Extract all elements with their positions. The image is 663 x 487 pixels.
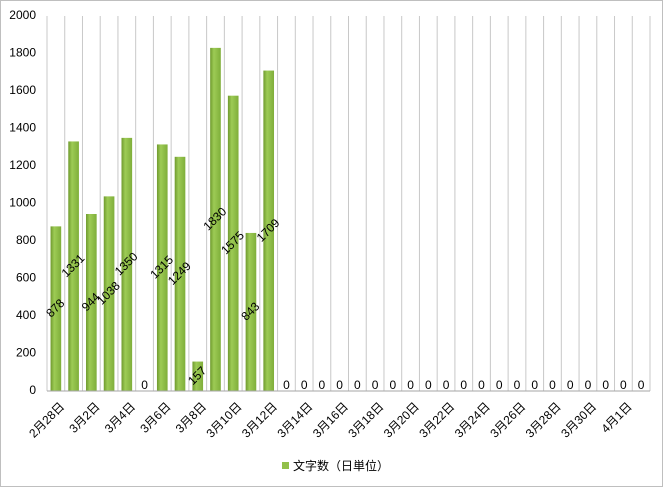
legend-swatch bbox=[282, 461, 289, 469]
x-tick-label: 3月12日 bbox=[239, 399, 280, 440]
x-tick-labels: 2月28日 3月2日 3月4日 3月6日 3月8日3月10日3月12日3月14日3月16… bbox=[26, 399, 635, 440]
data-label: 0 bbox=[602, 378, 609, 392]
y-tick-label: 1000 bbox=[9, 196, 36, 210]
data-label: 0 bbox=[478, 378, 485, 392]
data-label: 0 bbox=[460, 378, 467, 392]
x-tick-label: 3月6日 bbox=[137, 399, 173, 435]
y-tick-label: 600 bbox=[16, 271, 36, 285]
data-label: 0 bbox=[496, 378, 503, 392]
data-label: 0 bbox=[336, 378, 343, 392]
data-label: 0 bbox=[319, 378, 326, 392]
y-tick-label: 1800 bbox=[9, 46, 36, 60]
data-label: 0 bbox=[620, 378, 627, 392]
vertical-gridlines bbox=[46, 16, 651, 391]
data-label: 0 bbox=[301, 378, 308, 392]
bar bbox=[174, 156, 186, 391]
x-tick-label: 3月24日 bbox=[452, 399, 493, 440]
y-tick-label: 2000 bbox=[9, 8, 36, 22]
data-label: 0 bbox=[443, 378, 450, 392]
y-tick-label: 800 bbox=[16, 233, 36, 247]
bar bbox=[68, 141, 79, 391]
y-tick-label: 400 bbox=[16, 308, 36, 322]
data-labels: 8781331944103813500131512491571830157584… bbox=[43, 204, 645, 392]
data-label: 0 bbox=[389, 378, 396, 392]
x-tick-label: 3月28日 bbox=[523, 399, 564, 440]
data-label: 0 bbox=[531, 378, 538, 392]
data-label: 0 bbox=[549, 378, 556, 392]
x-tick-label: 3月18日 bbox=[345, 399, 386, 440]
y-tick-label: 1200 bbox=[9, 158, 36, 172]
bars bbox=[50, 47, 275, 391]
data-label: 0 bbox=[372, 378, 379, 392]
data-label: 0 bbox=[141, 378, 148, 392]
x-tick-label: 3月26日 bbox=[487, 399, 528, 440]
bar bbox=[121, 137, 133, 391]
y-tick-labels: 0 200 400 600 800 1000 1200 1400 1600 1800 2000 bbox=[9, 8, 36, 397]
bar bbox=[50, 226, 62, 391]
x-tick-label: 3月10日 bbox=[204, 399, 245, 440]
x-tick-label: 3月20日 bbox=[381, 399, 422, 440]
x-tick-label: 3月22日 bbox=[416, 399, 457, 440]
data-label: 0 bbox=[567, 378, 574, 392]
y-tick-label: 1600 bbox=[9, 83, 36, 97]
bar bbox=[192, 361, 204, 391]
data-label: 0 bbox=[425, 378, 432, 392]
data-label: 0 bbox=[585, 378, 592, 392]
legend: 文字数（日単位） bbox=[282, 457, 389, 473]
x-tick-label: 3月16日 bbox=[310, 399, 351, 440]
bar bbox=[245, 232, 257, 391]
y-tick-label: 200 bbox=[16, 346, 36, 360]
x-tick-label: 3月2日 bbox=[66, 399, 102, 435]
bar bbox=[263, 70, 275, 391]
data-label: 0 bbox=[407, 378, 414, 392]
data-label: 0 bbox=[638, 378, 645, 392]
data-label: 0 bbox=[283, 378, 290, 392]
data-label: 0 bbox=[354, 378, 361, 392]
bar bbox=[103, 196, 115, 391]
x-tick-label: 3月14日 bbox=[274, 399, 315, 440]
bar bbox=[156, 144, 168, 391]
data-label: 0 bbox=[514, 378, 521, 392]
legend-label: 文字数（日単位） bbox=[293, 458, 390, 473]
x-tick-label: 4月1日 bbox=[598, 399, 634, 435]
x-tick-label: 3月4日 bbox=[102, 399, 138, 435]
x-tick-label: 3月30日 bbox=[558, 399, 599, 440]
y-tick-label: 0 bbox=[29, 383, 36, 397]
x-tick-label: 2月28日 bbox=[26, 399, 67, 440]
bar bbox=[86, 214, 97, 391]
bar bbox=[210, 47, 221, 391]
bar bbox=[227, 95, 239, 391]
y-tick-label: 1400 bbox=[9, 121, 36, 135]
